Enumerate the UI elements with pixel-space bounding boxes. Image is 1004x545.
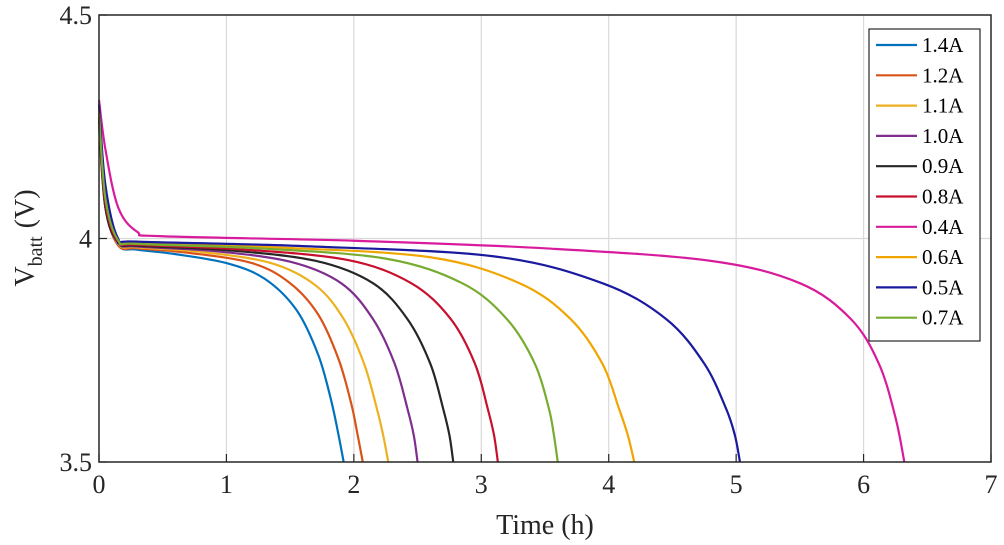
y-axis-label-sub: batt <box>25 236 47 266</box>
y-axis-label-unit: (V) <box>10 189 41 228</box>
x-tick-label: 0 <box>93 470 106 499</box>
legend-label: 0.5A <box>922 275 964 299</box>
y-axis-label-main: V <box>10 266 41 286</box>
legend-label: 0.9A <box>922 154 964 178</box>
legend: 1.4A 1.2A 1.1A 1.0A 0.9A 0.8A 0.4A 0.6A 0.5A 0.7A <box>868 28 981 342</box>
x-tick-label: 2 <box>347 470 360 499</box>
legend-label: 1.2A <box>922 63 964 87</box>
legend-label: 0.4A <box>922 215 964 239</box>
x-tick-label: 4 <box>602 470 615 499</box>
legend-label: 1.4A <box>922 33 964 57</box>
x-tick-label: 1 <box>220 470 233 499</box>
legend-label: 0.8A <box>922 185 964 209</box>
x-tick-label: 7 <box>985 470 998 499</box>
x-tick-label: 5 <box>730 470 743 499</box>
legend-label: 1.1A <box>922 94 964 118</box>
y-tick-label: 4 <box>79 225 92 254</box>
y-tick-label: 3.5 <box>60 448 93 477</box>
series-line-0.4A <box>97 99 906 463</box>
legend-label: 1.0A <box>922 124 964 148</box>
axis-ticks: 0 1 2 3 4 5 6 7 3.5 4 4.5 <box>60 1 998 499</box>
legend-box <box>868 28 981 342</box>
legend-label: 0.7A <box>922 306 964 330</box>
y-axis-label: Vbatt (V) <box>10 189 47 286</box>
series-line-0.7A <box>97 113 559 463</box>
y-tick-label: 4.5 <box>60 1 93 30</box>
legend-label: 0.6A <box>922 245 964 269</box>
series-lines <box>97 99 906 463</box>
x-tick-label: 6 <box>857 470 870 499</box>
x-tick-label: 3 <box>475 470 488 499</box>
x-axis-label: Time (h) <box>496 510 594 541</box>
